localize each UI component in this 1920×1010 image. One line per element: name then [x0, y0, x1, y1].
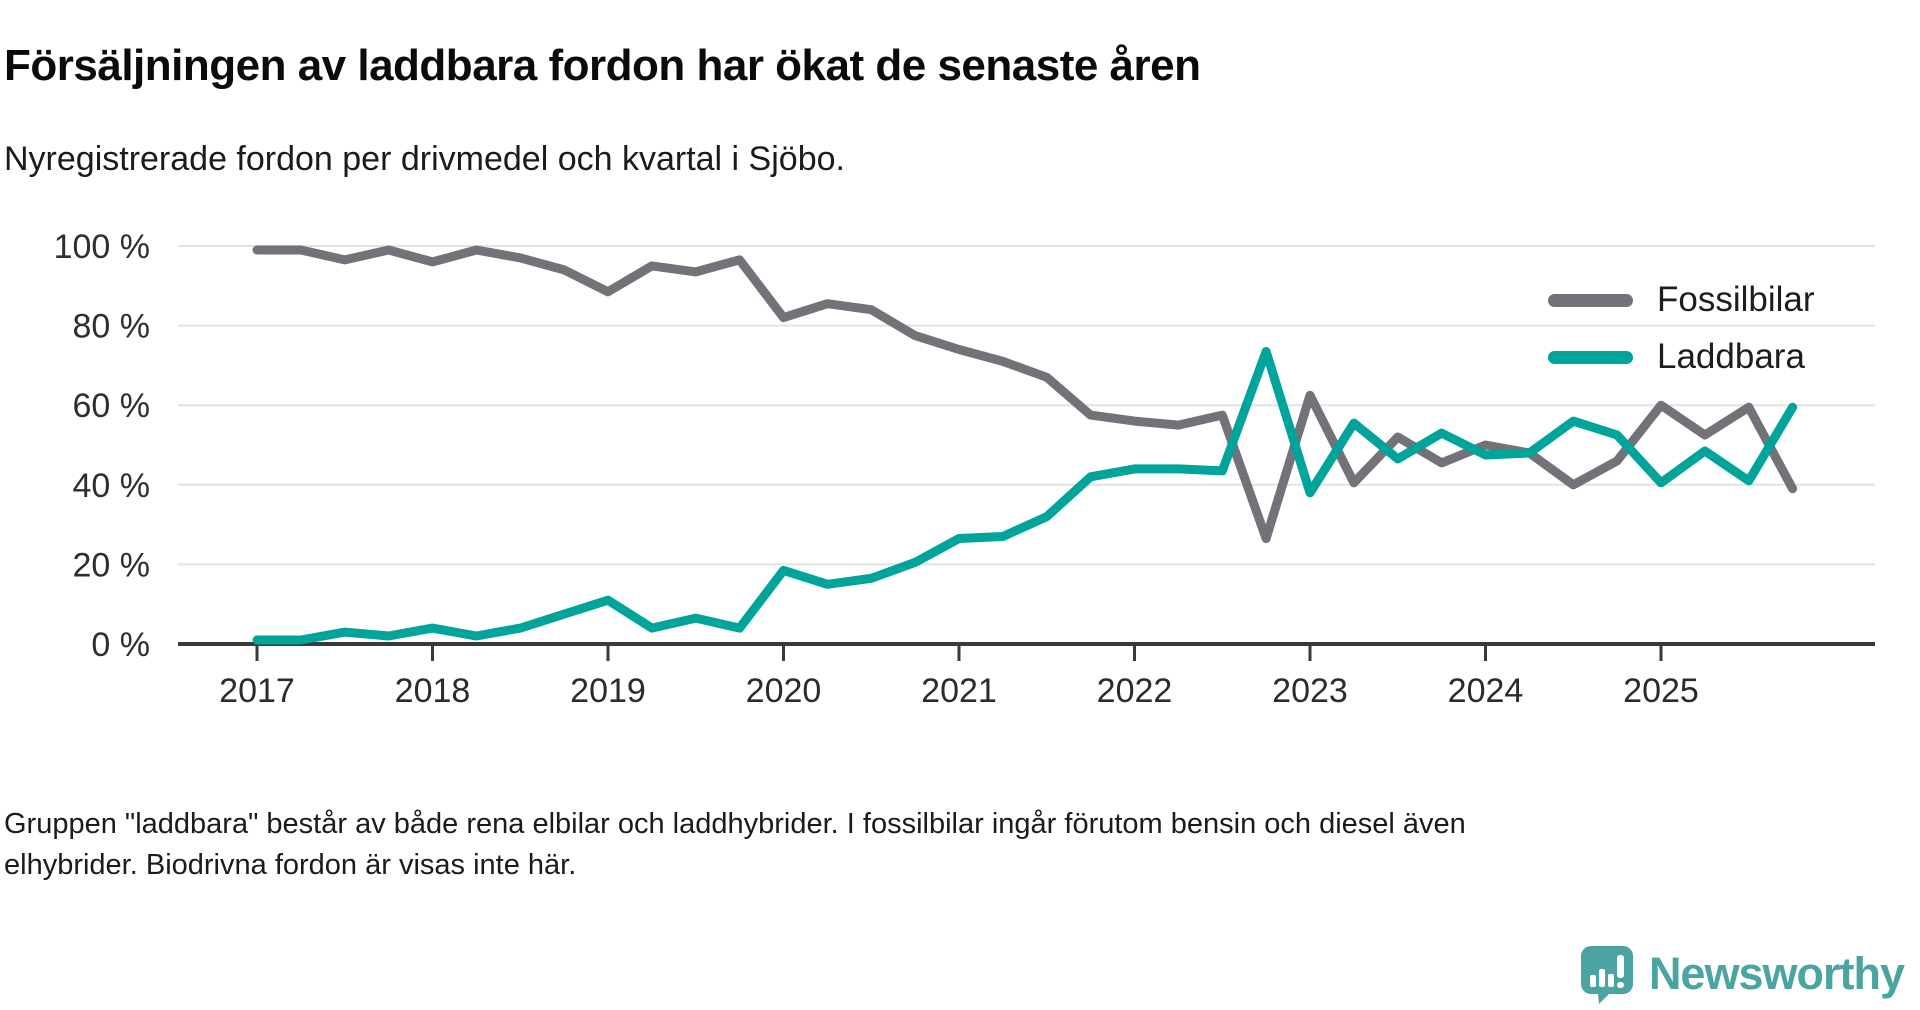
x-axis-label-2022: 2022 — [1097, 672, 1173, 710]
exclamation-bar — [1616, 955, 1624, 978]
series-line-fossilbilar — [252, 245, 1798, 543]
exclamation-dot — [1616, 982, 1624, 988]
x-axis-label-2024: 2024 — [1448, 672, 1524, 710]
chart-subtitle: Nyregistrerade fordon per drivmedel och … — [4, 140, 845, 178]
x-axis-label-2018: 2018 — [395, 672, 471, 710]
bar-1 — [1589, 975, 1596, 987]
x-axis-label-2025: 2025 — [1623, 672, 1699, 710]
legend-label-laddbara: Laddbara — [1657, 337, 1805, 376]
laddbara-line-swatch — [1548, 350, 1633, 364]
newsworthy-logo: Newsworthy — [1579, 944, 1905, 1004]
brand-name: Newsworthy — [1648, 948, 1905, 999]
bar-2 — [1598, 969, 1605, 987]
y-axis-label-60: 60 % — [73, 387, 151, 425]
fossilbilar-line-swatch — [1548, 293, 1633, 307]
x-axis-label-2021: 2021 — [921, 672, 997, 710]
chart-footnote: Gruppen "laddbara" består av både rena e… — [4, 804, 1564, 886]
y-axis-label-80: 80 % — [73, 308, 151, 346]
y-axis-label-20: 20 % — [73, 546, 151, 584]
footnote-line-2: elhybrider. Biodrivna fordon är visas in… — [4, 849, 577, 881]
series-line-laddbara — [252, 347, 1798, 645]
x-axis-label-2023: 2023 — [1272, 672, 1348, 710]
page-title: Försäljningen av laddbara fordon har öka… — [4, 41, 1201, 91]
legend-item-laddbara: Laddbara — [1548, 337, 1805, 376]
legend-label-fossilbilar: Fossilbilar — [1657, 280, 1815, 319]
newsworthy-icon — [1580, 946, 1633, 1004]
x-axis-label-2017: 2017 — [219, 672, 295, 710]
y-axis-label-40: 40 % — [73, 467, 151, 505]
bar-3 — [1607, 974, 1614, 987]
y-axis-label-100: 100 % — [54, 228, 150, 266]
line-chart: 100 % 80 % 60 % 40 % 20 % 0 % 2017 2018 2019 2020… — [54, 228, 1875, 710]
legend-item-fossilbilar: Fossilbilar — [1548, 280, 1815, 319]
x-axis-label-2019: 2019 — [570, 672, 646, 710]
x-axis-label-2020: 2020 — [746, 672, 822, 710]
footnote-line-1: Gruppen "laddbara" består av både rena e… — [4, 808, 1466, 840]
y-axis-label-0: 0 % — [91, 626, 150, 664]
